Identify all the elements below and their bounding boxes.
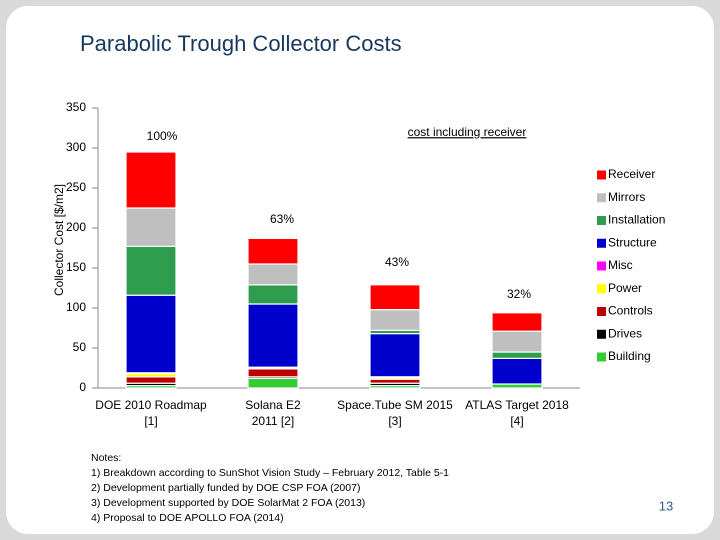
annotation: 43% <box>385 255 409 269</box>
y-tick-label: 100 <box>66 300 86 314</box>
bar-segment <box>125 207 177 248</box>
bar-segment <box>369 378 421 384</box>
bar-segment <box>369 333 421 378</box>
bar-segment <box>125 294 177 374</box>
legend-label: Building <box>608 349 651 363</box>
note-line: 4) Proposal to DOE APOLLO FOA (2014) <box>91 512 284 524</box>
y-tick-label: 350 <box>66 100 86 114</box>
legend-swatch <box>597 216 606 225</box>
legend-label: Structure <box>608 235 657 249</box>
y-tick-label: 250 <box>66 180 86 194</box>
y-tick-label: 200 <box>66 220 86 234</box>
bar-segment <box>247 377 299 389</box>
annotation: cost including receiver <box>408 125 527 139</box>
bar-segment <box>491 330 543 353</box>
bar-segment <box>125 151 177 209</box>
bar-segment <box>247 303 299 368</box>
chart-title: Parabolic Trough Collector Costs <box>80 31 402 56</box>
bar-segment <box>491 383 543 389</box>
panel <box>6 6 714 534</box>
y-tick-label: 150 <box>66 260 86 274</box>
note-line: 2) Development partially funded by DOE C… <box>91 482 361 494</box>
legend-swatch <box>597 170 606 180</box>
x-tick-label: DOE 2010 Roadmap [1] <box>95 398 207 428</box>
note-line: 3) Development supported by DOE SolarMat… <box>91 497 366 509</box>
page-number: 13 <box>659 498 673 513</box>
x-tick-label: Space.Tube SM 2015 [3] <box>337 398 453 428</box>
annotation: 100% <box>147 129 178 143</box>
bar-segment <box>125 245 177 296</box>
y-tick-label: 0 <box>79 380 86 394</box>
bar-segment <box>125 376 177 384</box>
x-tick-label: ATLAS Target 2018 [4] <box>465 398 569 428</box>
bar-segment <box>491 351 543 360</box>
bar-segment <box>491 312 543 332</box>
x-tick-label: Solana E2 2011 [2] <box>245 398 301 428</box>
y-axis-label: Collector Cost [$/m2] <box>52 184 66 296</box>
y-tick-label: 50 <box>73 340 87 354</box>
annotation: 63% <box>270 212 294 226</box>
bar-segment <box>247 368 299 378</box>
legend-label: Power <box>608 281 642 295</box>
legend-swatch <box>597 238 606 248</box>
legend-swatch <box>597 307 606 316</box>
note-line: Notes: <box>91 452 122 464</box>
legend-swatch <box>597 284 606 294</box>
annotation: 32% <box>507 287 531 301</box>
legend-label: Controls <box>608 304 653 318</box>
note-line: 1) Breakdown according to SunShot Vision… <box>91 467 449 479</box>
y-tick-label: 300 <box>66 140 86 154</box>
legend-swatch <box>597 329 606 339</box>
bar-segment <box>247 263 299 286</box>
legend-swatch <box>597 352 606 362</box>
legend-label: Drives <box>608 326 642 340</box>
bar-segment <box>369 309 421 332</box>
legend-swatch <box>597 261 606 271</box>
legend-swatch <box>597 193 606 203</box>
legend-label: Receiver <box>608 167 655 181</box>
bar-segment <box>369 284 421 311</box>
legend-label: Mirrors <box>608 190 645 204</box>
bar-segment <box>491 357 543 385</box>
bar-segment <box>247 237 299 265</box>
legend-label: Misc <box>608 258 633 272</box>
legend-label: Installation <box>608 213 665 227</box>
bar-segment <box>247 284 299 305</box>
